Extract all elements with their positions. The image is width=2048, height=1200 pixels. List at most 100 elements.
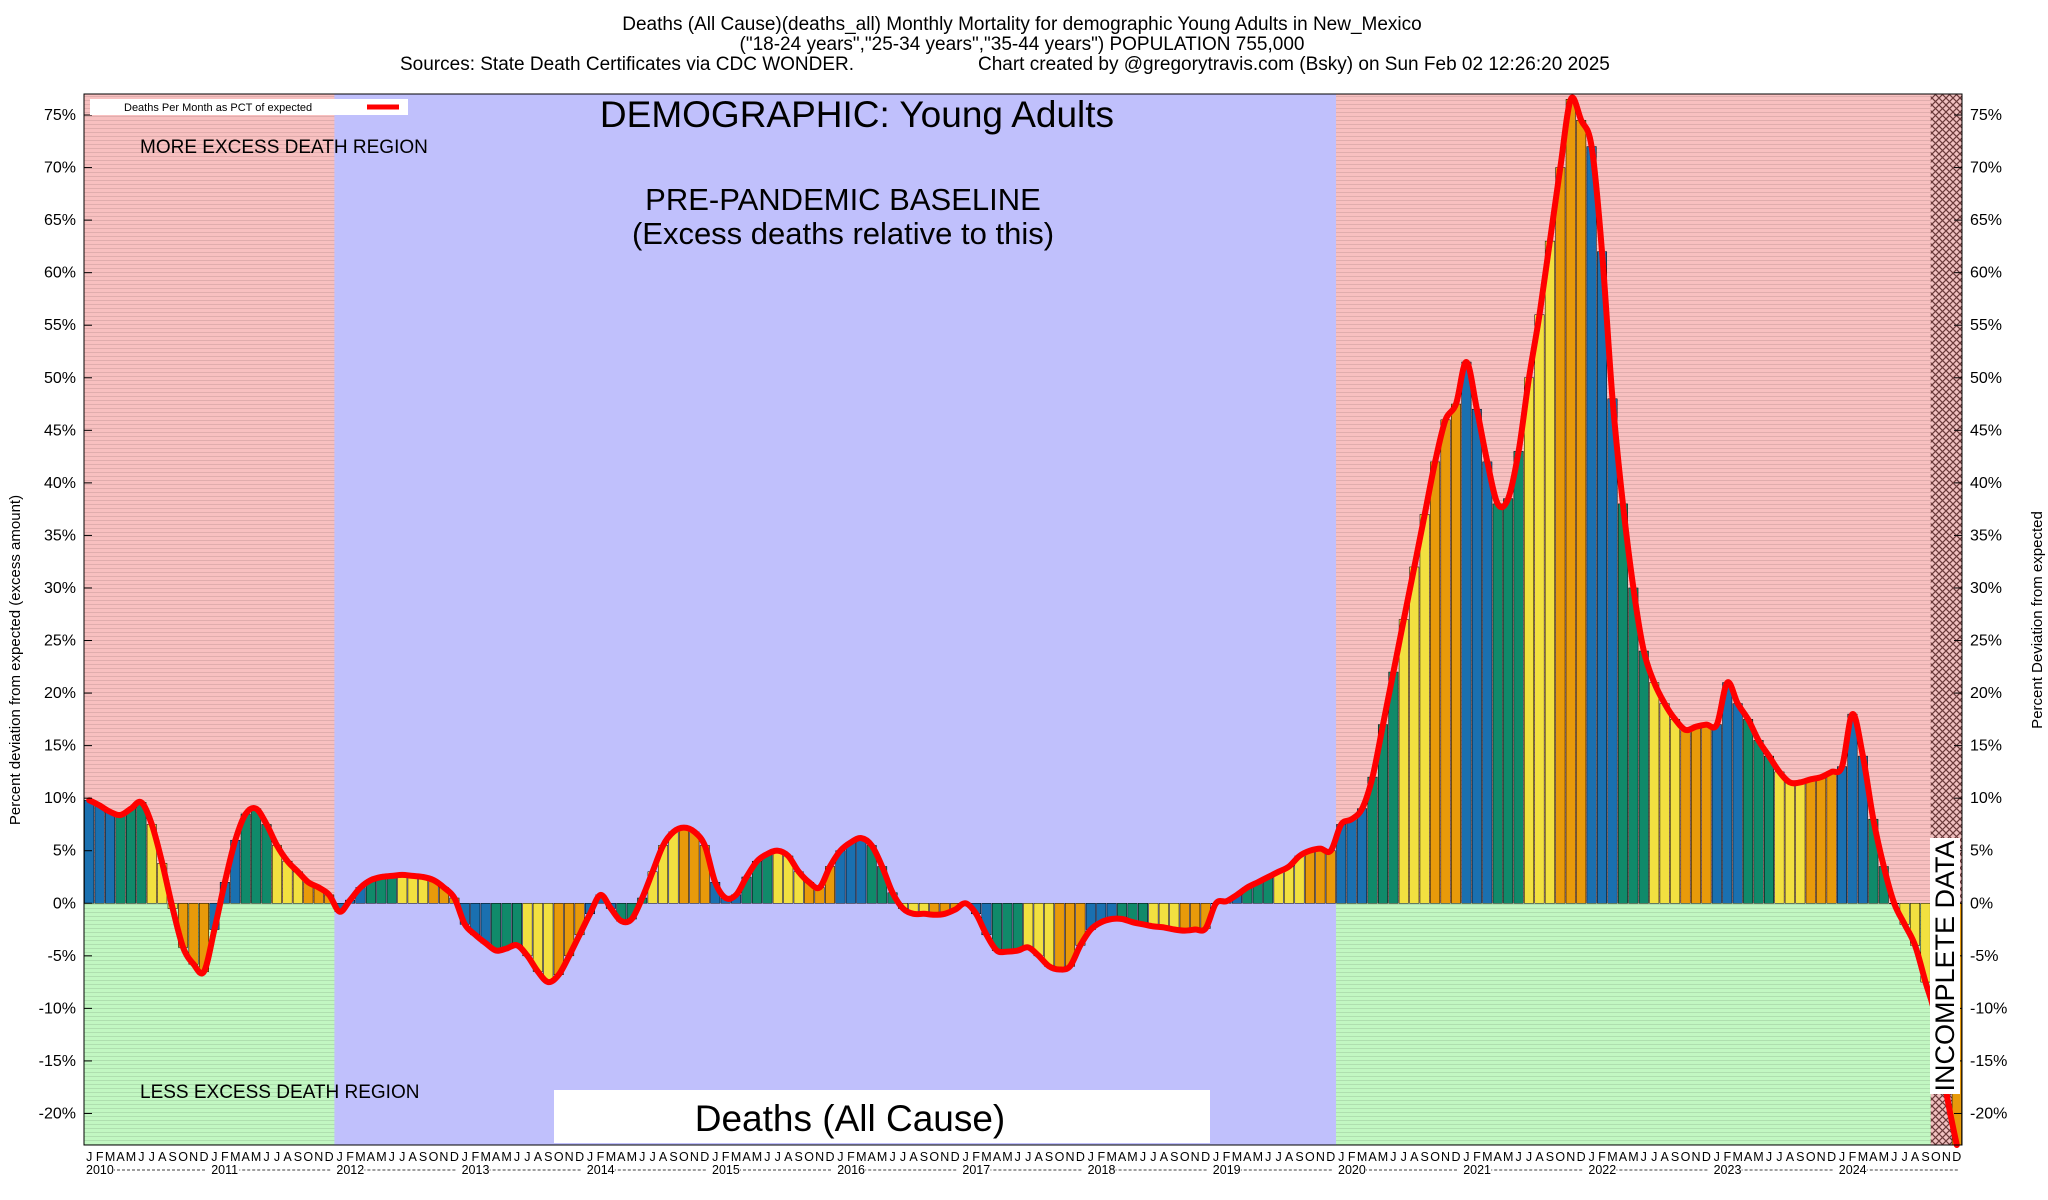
x-month-label: A <box>993 1150 1002 1164</box>
y-tick-label-right: -20% <box>1970 1105 2007 1122</box>
x-month-label: J <box>1651 1150 1657 1164</box>
bar-91 <box>1033 903 1044 957</box>
x-month-label: O <box>804 1150 814 1164</box>
bar-57 <box>678 827 689 904</box>
x-month-label: A <box>1410 1150 1419 1164</box>
x-month-label: A <box>492 1150 501 1164</box>
x-month-label: M <box>1732 1150 1742 1164</box>
x-month-label: N <box>1942 1150 1951 1164</box>
x-month-label: S <box>544 1150 552 1164</box>
y-tick-label-right: 30% <box>1970 580 2002 597</box>
bar-142 <box>1565 99 1576 904</box>
y-tick-label-left: 0% <box>53 895 76 912</box>
y-tick-label-right: -15% <box>1970 1053 2007 1070</box>
bar-73 <box>845 842 856 904</box>
bar-136 <box>1503 498 1514 904</box>
x-year-label-bg <box>835 1163 866 1177</box>
x-month-label: D <box>700 1150 709 1164</box>
x-month-label: F <box>597 1150 605 1164</box>
x-month-label: S <box>294 1150 302 1164</box>
bar-137 <box>1513 451 1524 904</box>
less-excess-label: LESS EXCESS DEATH REGION <box>140 1082 419 1103</box>
x-month-label: J <box>211 1150 217 1164</box>
y-tick-label-left: 20% <box>44 685 76 702</box>
x-month-label: M <box>230 1150 240 1164</box>
x-year-label-bg <box>710 1163 740 1177</box>
x-month-label: M <box>752 1150 762 1164</box>
y-tick-label-left: 5% <box>53 843 76 860</box>
x-month-label: S <box>169 1150 177 1164</box>
x-month-label: M <box>731 1150 741 1164</box>
chart-title-line-1: Deaths (All Cause)(deaths_all) Monthly M… <box>622 14 1421 35</box>
y-tick-label-right: 45% <box>1970 422 2002 439</box>
x-month-label: J <box>712 1150 718 1164</box>
bar-155 <box>1701 724 1712 904</box>
x-month-label: M <box>126 1150 136 1164</box>
x-year-label: 2010 <box>86 1163 114 1177</box>
x-month-label: F <box>96 1150 104 1164</box>
y-tick-label-right: 0% <box>1970 895 1993 912</box>
x-month-label: J <box>587 1150 593 1164</box>
y-axis-left: -20% -15% -10% -5% 0% 5% 10% 15% 20% 25% 30% 35% 40%… <box>39 107 92 1122</box>
bar-150 <box>1649 682 1660 904</box>
x-month-label: N <box>565 1150 574 1164</box>
bar-127 <box>1409 566 1420 904</box>
x-month-label: J <box>1901 1150 1907 1164</box>
bar-148 <box>1628 587 1639 904</box>
legend: Deaths Per Month as PCT of expected <box>90 99 408 115</box>
bar-44 <box>543 903 554 983</box>
x-month-label: J <box>336 1150 342 1164</box>
bar-65 <box>762 853 773 904</box>
y-tick-label-left: -15% <box>39 1053 76 1070</box>
x-month-label: J <box>1776 1150 1782 1164</box>
bar-126 <box>1398 619 1409 904</box>
x-month-label: A <box>1118 1150 1127 1164</box>
y-tick-label-right: 35% <box>1970 527 2002 544</box>
bar-90 <box>1023 903 1034 948</box>
x-month-label: S <box>795 1150 803 1164</box>
bar-103 <box>1158 903 1169 928</box>
bar-31 <box>407 875 418 904</box>
bar-133 <box>1471 409 1482 904</box>
x-month-label: M <box>1753 1150 1763 1164</box>
bar-134 <box>1482 461 1493 904</box>
x-month-label: M <box>1106 1150 1116 1164</box>
x-month-label: M <box>105 1150 115 1164</box>
x-month-label: F <box>847 1150 855 1164</box>
x-month-label: M <box>1357 1150 1367 1164</box>
bar-1 <box>94 805 105 904</box>
x-month-label: A <box>1035 1150 1044 1164</box>
x-month-label: D <box>1952 1150 1961 1164</box>
bar-88 <box>1002 903 1013 952</box>
x-month-label: N <box>940 1150 949 1164</box>
bar-143 <box>1576 120 1587 904</box>
x-month-label: S <box>920 1150 928 1164</box>
y-tick-label-right: 25% <box>1970 633 2002 650</box>
bar-165 <box>1805 779 1816 904</box>
x-year-label-bg <box>1085 1163 1116 1177</box>
bar-119 <box>1325 850 1336 904</box>
x-month-label: J <box>149 1150 155 1164</box>
x-month-label: J <box>1140 1150 1146 1164</box>
bar-117 <box>1304 850 1315 904</box>
x-month-label: M <box>1503 1150 1513 1164</box>
x-month-label: J <box>138 1150 144 1164</box>
y-tick-label-left: -5% <box>48 948 76 965</box>
y-tick-label-left: -10% <box>39 1000 76 1017</box>
y-tick-label-right: 40% <box>1970 475 2002 492</box>
bar-104 <box>1169 903 1180 930</box>
bar-154 <box>1690 726 1701 904</box>
bar-140 <box>1544 240 1555 904</box>
bar-125 <box>1388 671 1399 904</box>
x-month-label: J <box>1150 1150 1156 1164</box>
x-month-label: J <box>1401 1150 1407 1164</box>
x-month-label: D <box>1577 1150 1586 1164</box>
incomplete-data-marker: INCOMPLETE DATA <box>1930 838 1960 1094</box>
bar-28 <box>376 876 387 904</box>
x-year-label-bg <box>459 1163 490 1177</box>
x-month-label: J <box>274 1150 280 1164</box>
x-month-label: O <box>929 1150 939 1164</box>
x-month-label: F <box>1723 1150 1731 1164</box>
more-excess-label: MORE EXCESS DEATH REGION <box>140 137 428 158</box>
y-tick-label-left: 30% <box>44 580 76 597</box>
